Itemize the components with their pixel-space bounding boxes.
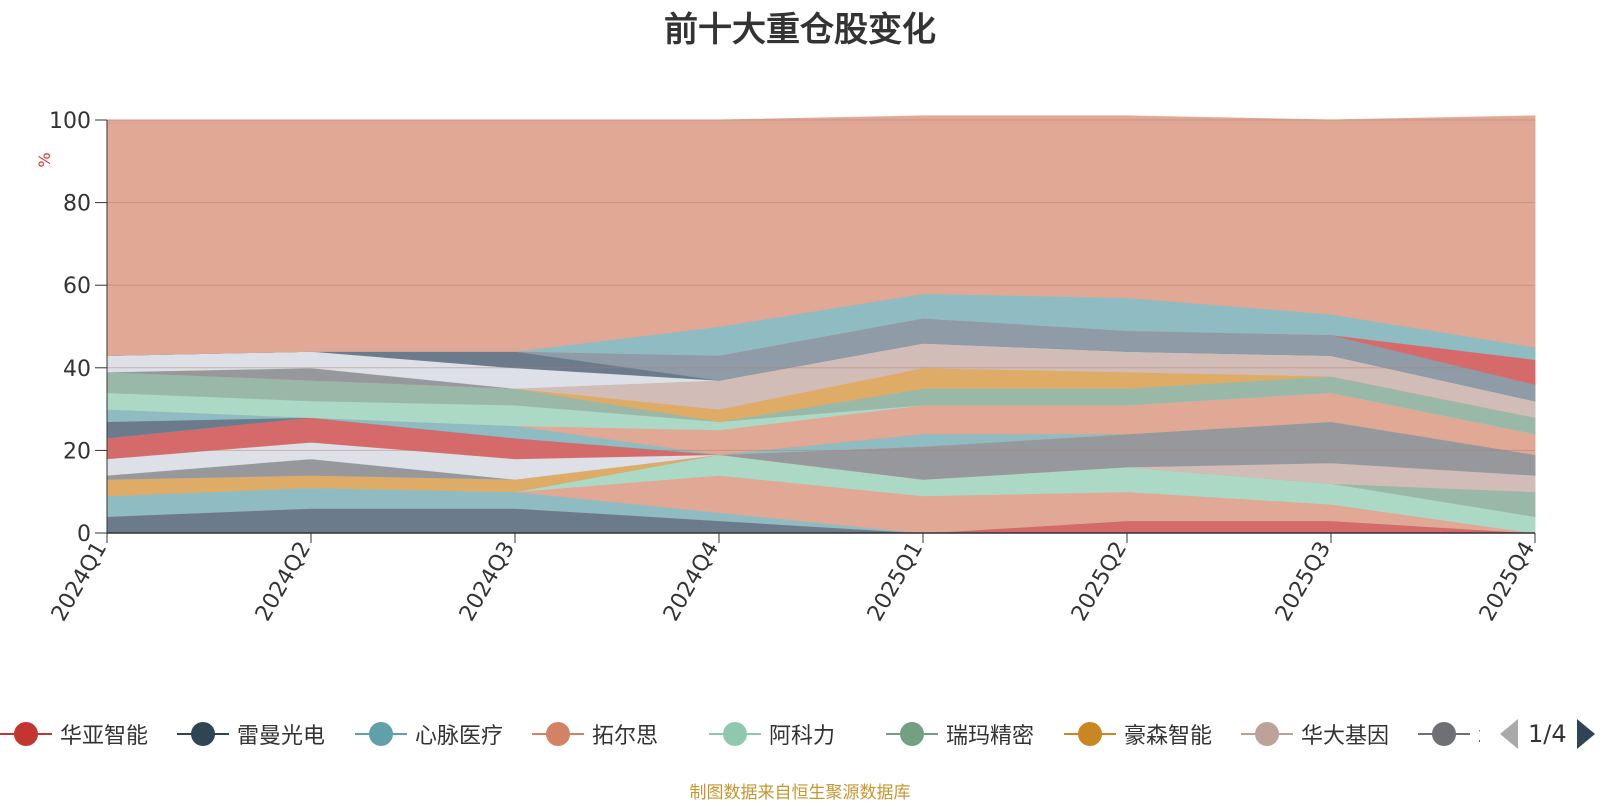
legend-next-page-icon[interactable] — [1576, 719, 1595, 749]
y-tick-label: 40 — [63, 357, 91, 382]
legend-marker-icon — [1241, 722, 1293, 746]
legend-item-label: 阿科力 — [769, 724, 836, 749]
legend-marker-icon — [886, 722, 938, 746]
legend-marker-icon — [1064, 722, 1116, 746]
y-tick-label: 0 — [77, 522, 91, 547]
legend-item-label: 北方华创 — [1478, 718, 1480, 750]
y-tick-label: 100 — [49, 109, 91, 134]
x-tick-label: 2025Q3 — [1271, 538, 1336, 626]
legend: 华亚智能 雷曼光电 心脉医疗 拓尔思 阿科力 瑞玛精密 豪森智能 华大基因 北方华创 1/4 — [0, 712, 1600, 756]
legend-item-label: 心脉医疗 — [415, 724, 504, 749]
legend-marker-icon — [177, 722, 229, 746]
legend-marker-icon — [709, 722, 761, 746]
y-tick-label: 20 — [63, 439, 91, 464]
legend-prev-page-icon[interactable] — [1500, 719, 1518, 749]
x-tick-label: 2024Q3 — [455, 538, 520, 626]
legend-item[interactable]: 豪森智能 — [1064, 712, 1212, 756]
legend-marker-icon — [0, 722, 52, 746]
legend-item[interactable]: 雷曼光电 — [177, 712, 325, 756]
x-tick-label: 2025Q2 — [1067, 538, 1132, 626]
x-tick-label: 2024Q2 — [251, 538, 316, 626]
legend-item-label: 雷曼光电 — [237, 724, 326, 749]
legend-marker-icon — [355, 722, 407, 746]
x-tick-label: 2025Q4 — [1475, 538, 1540, 626]
legend-marker-icon — [532, 722, 584, 746]
legend-item[interactable]: 华亚智能 — [0, 712, 148, 756]
legend-page-indicator: 1/4 — [1528, 720, 1567, 748]
area-series-layer — [106, 115, 1536, 534]
legend-item-label: 豪森智能 — [1124, 724, 1213, 749]
legend-item-label: 华大基因 — [1301, 724, 1390, 749]
legend-item-label: 瑞玛精密 — [946, 724, 1035, 749]
legend-items-viewport: 华亚智能 雷曼光电 心脉医疗 拓尔思 阿科力 瑞玛精密 豪森智能 华大基因 北方华创 — [0, 712, 1480, 756]
y-tick-label: 60 — [63, 274, 91, 299]
area-series-25[interactable] — [106, 115, 1536, 356]
legend-marker-icon — [1418, 722, 1470, 746]
legend-item[interactable]: 阿科力 — [709, 712, 835, 756]
x-tick-label: 2025Q1 — [863, 538, 928, 626]
legend-item[interactable]: 心脉医疗 — [355, 712, 503, 756]
x-tick-label: 2024Q4 — [659, 538, 724, 626]
x-tick-label: 2024Q1 — [47, 538, 112, 626]
legend-item-label: 拓尔思 — [592, 724, 659, 749]
legend-item-label: 华亚智能 — [60, 724, 149, 749]
legend-pager: 1/4 — [1500, 712, 1595, 756]
gridlines — [107, 119, 1535, 451]
legend-item[interactable]: 瑞玛精密 — [886, 712, 1034, 756]
source-note: 制图数据来自恒生聚源数据库 — [689, 783, 911, 803]
y-tick-label: 80 — [63, 192, 91, 217]
chart-title: 前十大重仓股变化 — [664, 10, 936, 50]
y-axis-label: % — [35, 152, 54, 167]
legend-item[interactable]: 北方华创 — [1418, 712, 1480, 756]
legend-item[interactable]: 拓尔思 — [532, 712, 658, 756]
legend-item[interactable]: 华大基因 — [1241, 712, 1389, 756]
